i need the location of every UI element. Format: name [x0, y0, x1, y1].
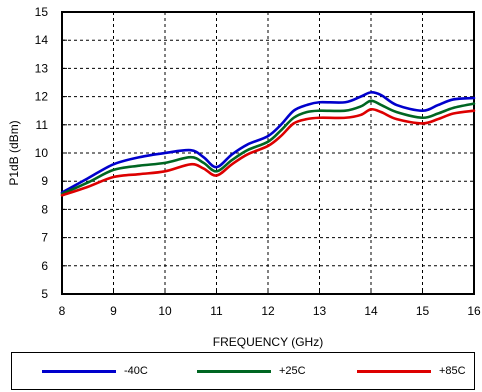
chart: 8 9 10 11 12 13 14 15 16 5 6 7 8 9 10 11 12 13 14 15 FREQUE…	[7, 5, 481, 349]
axis-ticks: 8 9 10 11 12 13 14 15 16 5 6 7 8 9 10 11 12 13 14 15	[35, 5, 481, 318]
x-tick-label: 16	[467, 304, 481, 318]
x-tick-label: 11	[210, 304, 223, 318]
y-tick-label: 15	[35, 5, 49, 19]
series-group	[60, 91, 476, 197]
legend-item-plus25: +25C	[197, 353, 306, 389]
x-tick-label: 9	[110, 304, 117, 318]
y-tick-label: 9	[41, 174, 48, 188]
legend: -40C +25C +85C	[11, 352, 475, 390]
y-tick-label: 11	[36, 118, 49, 132]
y-tick-label: 5	[41, 287, 48, 301]
legend-swatch-plus25	[197, 369, 271, 373]
series-line-0	[60, 91, 476, 194]
x-tick-label: 8	[59, 304, 66, 318]
x-tick-label: 15	[416, 304, 430, 318]
x-tick-label: 13	[313, 304, 327, 318]
x-tick-label: 12	[261, 304, 275, 318]
legend-label-minus40: -40C	[124, 365, 148, 377]
gridlines	[62, 12, 474, 294]
y-tick-label: 12	[35, 90, 49, 104]
legend-item-plus85: +85C	[357, 353, 466, 389]
y-tick-label: 10	[35, 146, 49, 160]
y-tick-label: 8	[41, 202, 48, 216]
legend-item-minus40: -40C	[42, 353, 148, 389]
legend-swatch-plus85	[357, 369, 431, 373]
y-axis-title: P1dB (dBm)	[7, 120, 21, 185]
y-tick-label: 6	[41, 259, 48, 273]
series-line-1	[60, 99, 476, 196]
x-tick-label: 10	[158, 304, 172, 318]
legend-swatch-minus40	[42, 369, 116, 373]
legend-label-plus85: +85C	[439, 365, 466, 377]
x-axis-title: FREQUENCY (GHz)	[213, 335, 323, 349]
series-line-2	[60, 107, 476, 197]
y-tick-label: 7	[41, 231, 48, 245]
x-tick-label: 14	[364, 304, 378, 318]
y-tick-label: 14	[35, 33, 49, 47]
y-tick-label: 13	[35, 61, 49, 75]
legend-label-plus25: +25C	[279, 365, 306, 377]
